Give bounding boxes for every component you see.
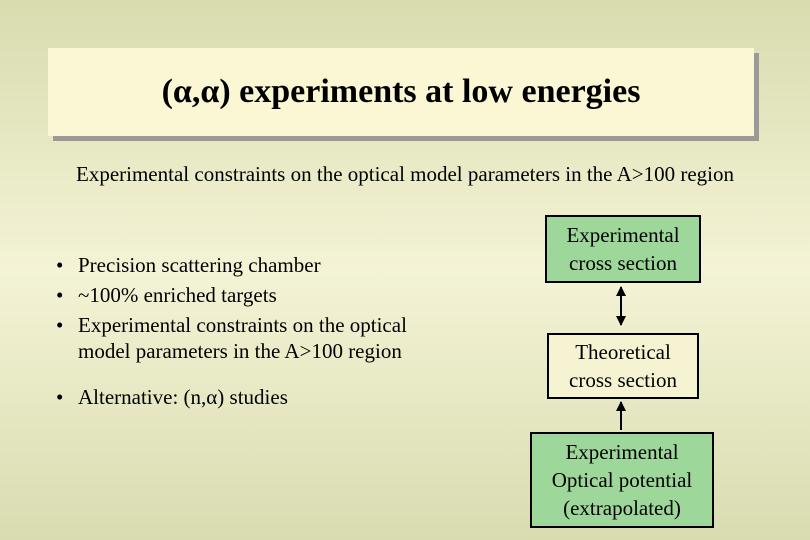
box-line: Optical potential	[551, 468, 693, 492]
box-line: (extrapolated)	[563, 496, 681, 520]
bullet: Experimental constraints on the optical …	[48, 312, 408, 364]
title: (α,α) experiments at low energies	[48, 48, 754, 136]
box-line: Experimental	[566, 223, 680, 247]
bullet-list: Precision scattering chamber ~100% enric…	[48, 252, 408, 414]
box-line: cross section	[569, 368, 677, 392]
subtitle: Experimental constraints on the optical …	[76, 162, 734, 186]
box: Experimental Optical potential (extrapol…	[530, 432, 714, 528]
box-line: Experimental	[565, 440, 679, 464]
bullet: ~100% enriched targets	[48, 282, 408, 308]
box-line: Theoretical	[575, 340, 671, 364]
bullet: Precision scattering chamber	[48, 252, 408, 278]
box: Experimental cross section	[545, 215, 701, 283]
box-line: cross section	[569, 251, 677, 275]
bullet: Alternative: (n,α) studies	[48, 384, 408, 410]
box: Theoretical cross section	[547, 333, 699, 399]
